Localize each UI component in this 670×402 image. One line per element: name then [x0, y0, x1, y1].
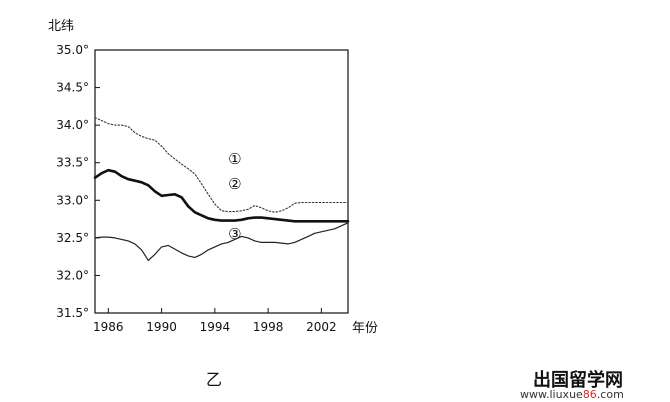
figure-caption: 乙: [206, 370, 223, 389]
y-tick-label: 34.5°: [56, 81, 89, 95]
x-tick-label: 1998: [253, 320, 284, 334]
y-tick-label: 32.5°: [56, 231, 89, 245]
x-tick-label: 1990: [146, 320, 177, 334]
y-tick-label: 35.0°: [56, 43, 89, 57]
watermark-url: www.liuxue86.com: [520, 388, 624, 401]
x-tick-label: 2002: [306, 320, 337, 334]
series-line-3: [94, 222, 349, 261]
watermark-url-highlight: 86: [582, 388, 597, 401]
x-tick-label: 1986: [93, 320, 124, 334]
y-tick-label: 34.0°: [56, 118, 89, 132]
series-callout-1: ①: [228, 150, 241, 168]
y-tick-label: 33.0°: [56, 193, 89, 207]
series-line-2: [93, 168, 350, 223]
watermark-url-suffix: .com: [596, 388, 624, 401]
plot-frame: [94, 49, 349, 314]
watermark-logo: 出国留学网: [533, 370, 623, 391]
y-tick-label: 31.5°: [56, 306, 89, 320]
y-axis-label: 北纬: [48, 19, 74, 34]
y-tick-label: 32.0°: [56, 268, 89, 282]
x-axis-label: 年份: [352, 321, 378, 336]
y-tick-label: 33.5°: [56, 156, 89, 170]
series-callout-3: ③: [228, 225, 241, 243]
x-tick-label: 1994: [200, 320, 231, 334]
watermark-url-prefix: www.liuxue: [520, 388, 583, 401]
series-line-1: [94, 117, 349, 213]
plot-area: 31.5° 32.0° 32.5° 33.0° 33.5° 34.0° 34.5° 35.0°…: [56, 43, 350, 334]
series-callout-2: ②: [228, 175, 241, 193]
